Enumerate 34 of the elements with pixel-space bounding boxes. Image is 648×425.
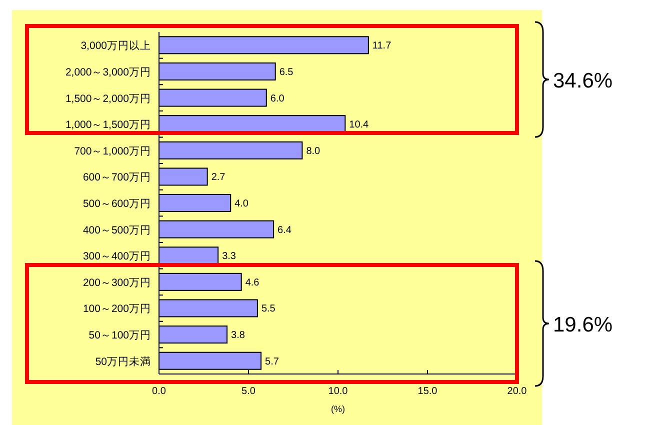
y-tick-label: 400～500万円: [82, 224, 151, 236]
y-tick-label: 50万円未満: [95, 354, 151, 368]
text: 34.6%: [553, 70, 613, 92]
data-label: 3.8: [231, 330, 246, 342]
text: 19.6%: [553, 314, 613, 336]
data-label: 6.4: [278, 224, 292, 236]
data-label: 6.0: [270, 93, 285, 104]
y-tick-label: 3,000万円以上: [80, 39, 151, 52]
data-label: 4.6: [245, 277, 260, 288]
y-tick-label: 1,000～1,500万円: [65, 119, 151, 132]
data-label: 5.7: [265, 356, 280, 368]
y-tick-label: 1,500～2,000万円: [65, 92, 151, 105]
y-tick-label: 200～300万円: [82, 276, 151, 289]
x-tick-label: 0.0: [152, 386, 166, 397]
data-label: 6.5: [279, 66, 294, 78]
y-tick-label: 700～1,000万円: [74, 145, 151, 158]
x-tick-label: 10.0: [328, 386, 348, 397]
data-label: 5.5: [261, 304, 276, 315]
data-label: 8.0: [306, 146, 321, 157]
x-tick-label: 5.0: [242, 386, 256, 397]
x-tick-label: 20.0: [507, 386, 528, 397]
data-label: 3.3: [222, 251, 236, 262]
y-tick-label: 2,000～3,000万円: [65, 66, 151, 78]
y-tick-label: 500～600万円: [82, 198, 151, 210]
y-tick-label: 300～400万円: [82, 250, 151, 263]
data-label: 10.4: [349, 120, 370, 131]
data-label: 2.7: [211, 172, 226, 184]
data-label: 4.0: [234, 198, 249, 210]
y-tick-label: 100～200万円: [82, 303, 151, 316]
y-tick-label: 600～700万円: [82, 172, 151, 184]
y-tick-label: 50～100万円: [88, 330, 151, 342]
data-label: 11.7: [372, 40, 392, 52]
x-tick-label: 15.0: [418, 386, 438, 397]
x-axis-title: (%): [331, 404, 345, 414]
